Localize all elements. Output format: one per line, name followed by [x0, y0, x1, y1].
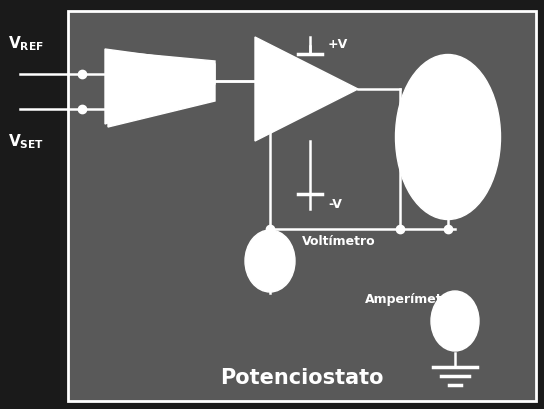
- Text: Voltímetro: Voltímetro: [302, 235, 375, 248]
- Text: -V: -V: [328, 198, 342, 211]
- Text: Amperímetro: Amperímetro: [365, 293, 458, 306]
- Text: $\mathbf{V}_{\mathbf{REF}}$: $\mathbf{V}_{\mathbf{REF}}$: [8, 34, 44, 53]
- Text: Potenciostato: Potenciostato: [220, 367, 384, 387]
- Polygon shape: [105, 50, 215, 125]
- Polygon shape: [108, 52, 215, 128]
- Text: +V: +V: [328, 38, 348, 52]
- Ellipse shape: [245, 230, 295, 292]
- Text: $\mathbf{V}_{\mathbf{SET}}$: $\mathbf{V}_{\mathbf{SET}}$: [8, 132, 44, 151]
- Ellipse shape: [395, 55, 500, 220]
- Polygon shape: [255, 38, 358, 142]
- Ellipse shape: [431, 291, 479, 351]
- Bar: [68, 12, 536, 401]
